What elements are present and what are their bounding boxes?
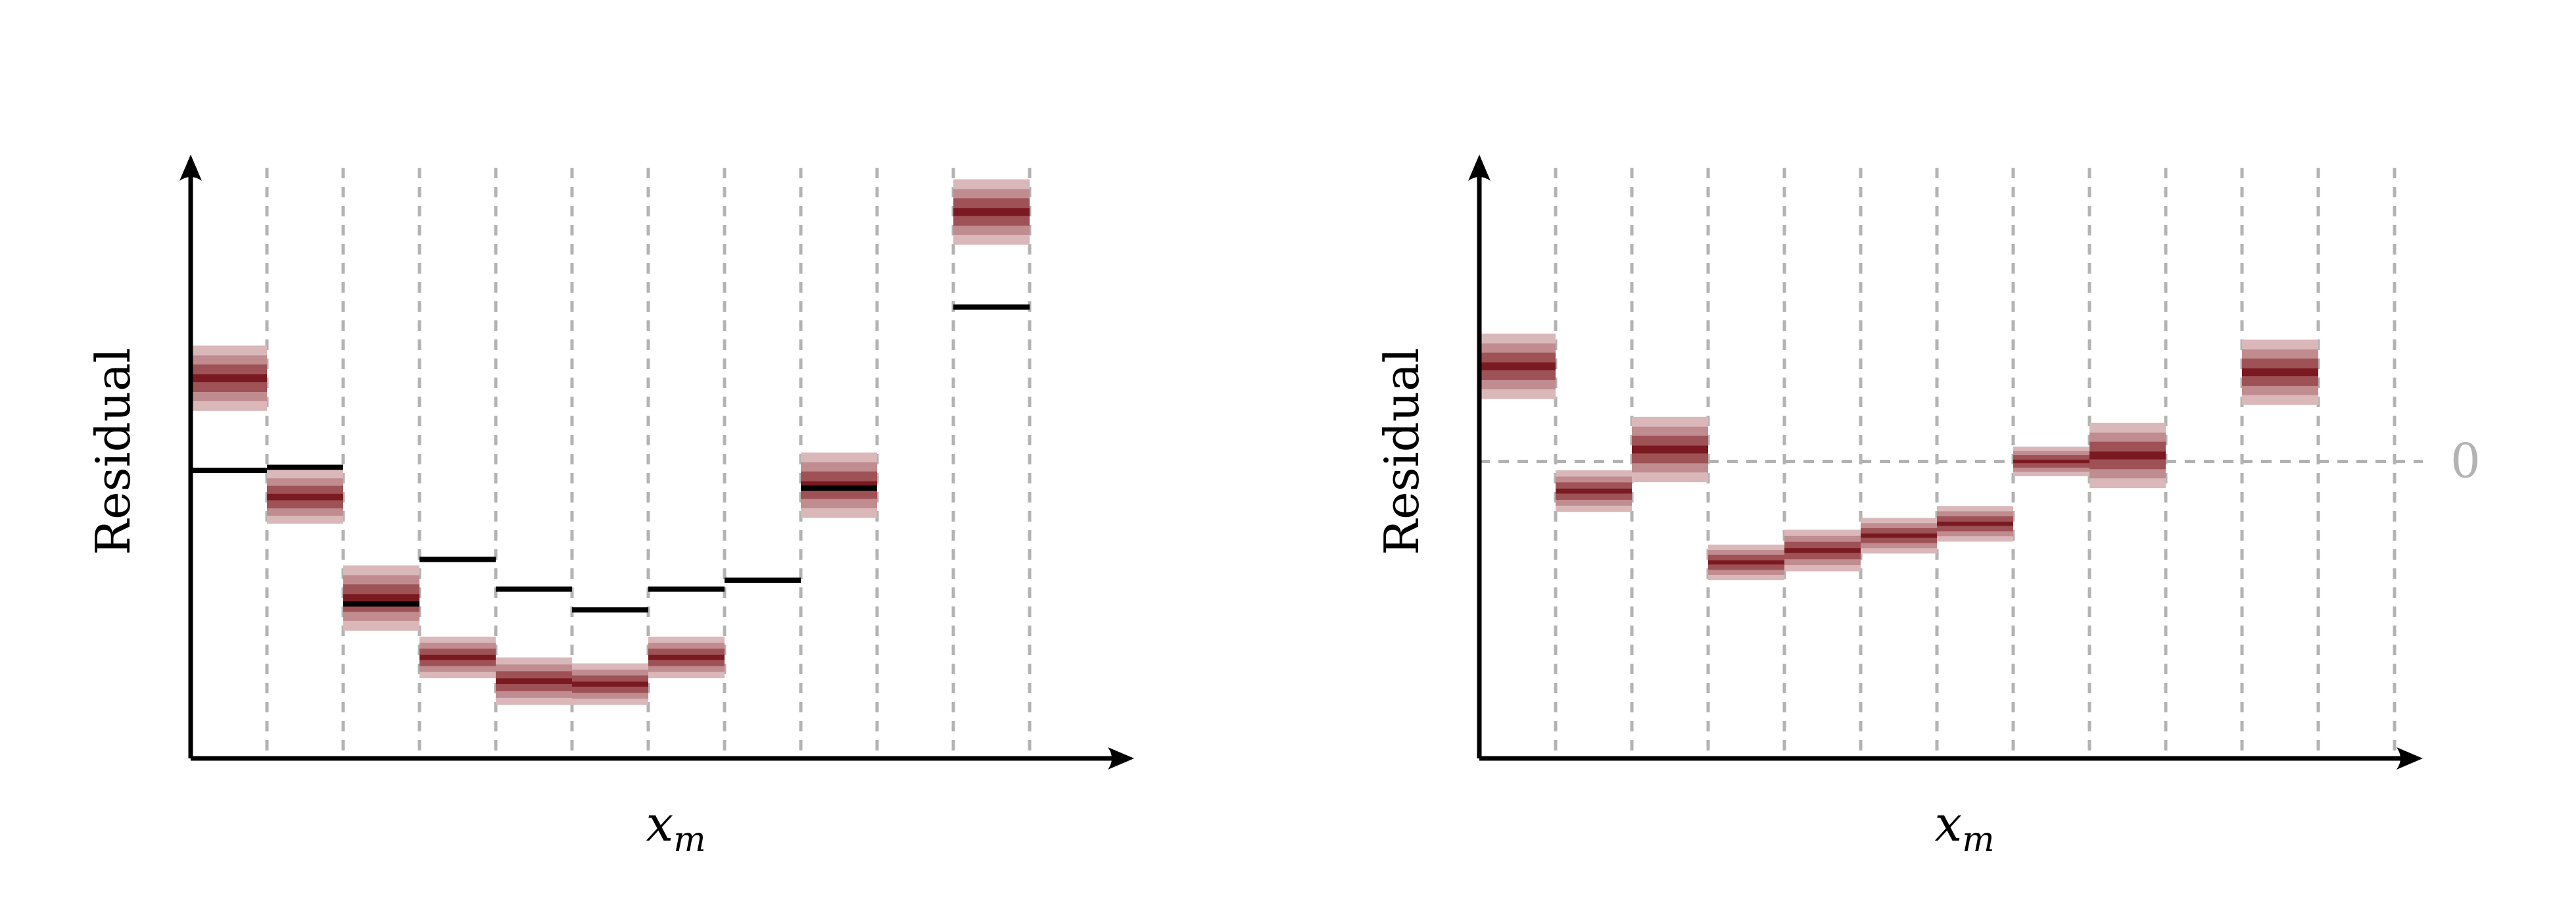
band-layer <box>801 481 877 489</box>
posterior-band <box>2242 339 2318 405</box>
x-axis-label: xm <box>646 796 706 860</box>
band-layer <box>191 374 267 383</box>
posterior-band <box>2013 446 2089 477</box>
y-axis-arrow <box>1468 155 1491 181</box>
posterior-band <box>648 636 725 679</box>
posterior-band <box>1937 506 2013 542</box>
band-layer <box>1556 488 1632 494</box>
posterior-band <box>191 345 267 411</box>
band-layer <box>1479 362 1556 370</box>
band-layer <box>572 681 648 687</box>
posterior-band <box>343 565 419 631</box>
posterior-band <box>419 636 496 679</box>
posterior-band <box>1632 416 1708 483</box>
posterior-band <box>1784 529 1861 572</box>
panel-right: 0 Residual xm <box>1374 155 2481 860</box>
band-layer <box>1784 548 1861 553</box>
band-layer <box>343 594 419 603</box>
posterior-band <box>1861 518 1937 554</box>
x-axis-arrow <box>1108 747 1134 770</box>
band-layer <box>1708 560 1784 565</box>
posterior-band <box>1556 470 1632 512</box>
band-layer <box>953 208 1030 216</box>
band-layer <box>2242 368 2318 377</box>
posterior-band <box>572 663 648 705</box>
panel-left: Residual xm <box>85 155 1134 860</box>
posterior-band <box>953 179 1030 245</box>
band-layer <box>1632 445 1708 454</box>
band-layer <box>648 654 725 660</box>
x-axis-arrow <box>2397 747 2423 770</box>
band-layer <box>419 654 496 660</box>
band-layer <box>2013 459 2089 464</box>
y-axis-arrow <box>179 155 202 181</box>
y-axis-label: Residual <box>85 348 141 555</box>
posterior-band <box>1708 544 1784 581</box>
band-layer <box>2089 451 2166 460</box>
x-axis-label: xm <box>1935 796 1995 860</box>
posterior-band <box>1479 333 1556 399</box>
band-layer <box>496 678 572 684</box>
band-layer <box>1937 522 2013 526</box>
band-layer <box>267 493 343 501</box>
posterior-band <box>801 452 877 518</box>
posterior-band <box>2089 422 2166 489</box>
band-layer <box>1861 533 1937 538</box>
posterior-band <box>267 470 343 524</box>
posterior-band <box>496 657 572 705</box>
y-axis-label: Residual <box>1374 348 1429 555</box>
reference-line-label: 0 <box>2450 433 2481 489</box>
